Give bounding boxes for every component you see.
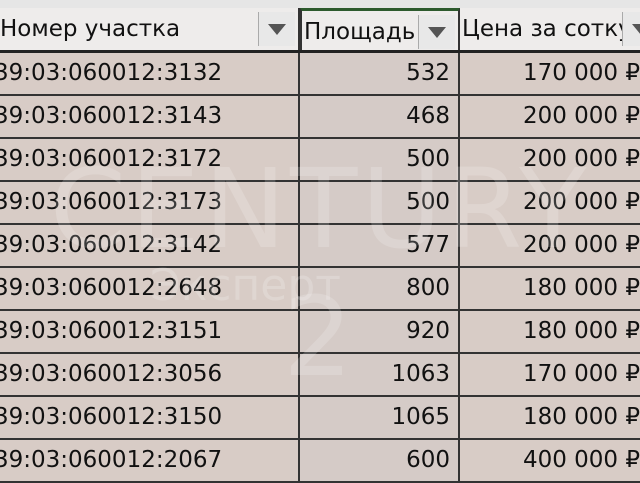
cell-plot-number[interactable]: 39:03:060012:3143	[0, 96, 300, 137]
table-row: 39:03:060012:3173 500 200 000 ₽	[0, 182, 640, 225]
cell-plot-number[interactable]: 39:03:060012:3172	[0, 139, 300, 180]
cell-plot-number[interactable]: 39:03:060012:3132	[0, 53, 300, 94]
cell-price[interactable]: 200 000 ₽	[522, 103, 640, 129]
cell-price[interactable]: 180 000 ₽	[522, 318, 640, 344]
cell-price[interactable]: 200 000 ₽	[522, 146, 640, 172]
header-cell-area[interactable]: Площадь	[300, 8, 460, 50]
header-cell-price[interactable]: Цена за сотку	[460, 8, 640, 50]
table-row: 39:03:060012:2648 800 180 000 ₽	[0, 268, 640, 311]
cell-price[interactable]: 200 000 ₽	[522, 189, 640, 215]
table-row: 39:03:060012:3150 1065 180 000 ₽	[0, 397, 640, 440]
filter-dropdown-icon[interactable]	[622, 12, 640, 46]
table-row: 39:03:060012:2067 600 400 000 ₽	[0, 440, 640, 483]
table-row: 39:03:060012:3056 1063 170 000 ₽	[0, 354, 640, 397]
cell-price[interactable]: 180 000 ₽	[522, 275, 640, 301]
header-label: Цена за сотку	[462, 16, 622, 42]
table-row: 39:03:060012:3143 468 200 000 ₽	[0, 96, 640, 139]
cell-price[interactable]: 200 000 ₽	[522, 232, 640, 258]
cell-area[interactable]: 577	[300, 225, 460, 266]
header-label: Площадь	[304, 19, 416, 45]
filter-dropdown-icon[interactable]	[258, 12, 295, 46]
cell-plot-number[interactable]: 39:03:060012:3150	[0, 397, 300, 438]
cell-area[interactable]: 920	[300, 311, 460, 352]
header-label: Номер участка	[0, 16, 181, 42]
cell-area[interactable]: 532	[300, 53, 460, 94]
cell-plot-number[interactable]: 39:03:060012:2067	[0, 440, 300, 481]
cell-area[interactable]: 800	[300, 268, 460, 309]
table-row: 39:03:060012:3172 500 200 000 ₽	[0, 139, 640, 182]
header-cell-plot-number[interactable]: Номер участка	[0, 8, 300, 50]
cell-area[interactable]: 600	[300, 440, 460, 481]
table-row: 39:03:060012:3151 920 180 000 ₽	[0, 311, 640, 354]
cell-area[interactable]: 500	[300, 182, 460, 223]
cell-plot-number[interactable]: 39:03:060012:3151	[0, 311, 300, 352]
cell-plot-number[interactable]: 39:03:060012:3142	[0, 225, 300, 266]
cell-plot-number[interactable]: 39:03:060012:2648	[0, 268, 300, 309]
cell-area[interactable]: 500	[300, 139, 460, 180]
cell-price[interactable]: 170 000 ₽	[522, 60, 640, 86]
cell-price[interactable]: 170 000 ₽	[522, 361, 640, 387]
table-row: 39:03:060012:3142 577 200 000 ₽	[0, 225, 640, 268]
cell-price[interactable]: 400 000 ₽	[522, 447, 640, 473]
cell-area[interactable]: 1063	[300, 354, 460, 395]
cell-area[interactable]: 468	[300, 96, 460, 137]
cell-area[interactable]: 1065	[300, 397, 460, 438]
filter-dropdown-icon[interactable]	[418, 15, 455, 49]
table-header-row: Номер участка Площадь Цена за сотку	[0, 8, 640, 53]
cell-price[interactable]: 180 000 ₽	[522, 404, 640, 430]
table-row: 39:03:060012:3132 532 170 000 ₽	[0, 53, 640, 96]
cell-plot-number[interactable]: 39:03:060012:3173	[0, 182, 300, 223]
cell-plot-number[interactable]: 39:03:060012:3056	[0, 354, 300, 395]
